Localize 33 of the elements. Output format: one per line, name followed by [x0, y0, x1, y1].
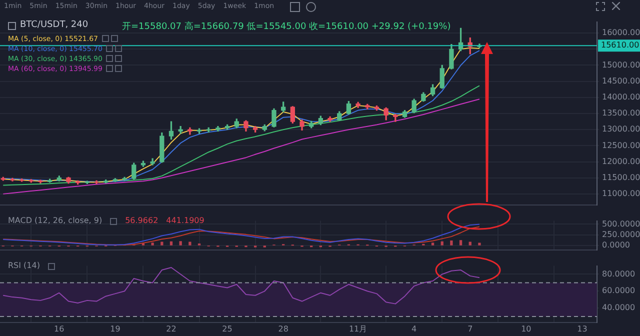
x-tick-label: 28 — [278, 324, 288, 334]
y-tick-label: 14000.00 — [602, 92, 640, 102]
y-tick-label: 11500.00 — [602, 172, 640, 182]
y-tick-label: 40.0000 — [602, 303, 636, 312]
annotation: 441.1909 — [166, 216, 204, 225]
x-tick-label: 16 — [54, 324, 64, 334]
y-tick-label: 11000.00 — [602, 189, 640, 198]
y-tick-label: 250.0000 — [602, 230, 640, 239]
chart-title: BTC/USDT, 240 — [20, 20, 88, 30]
annotation: 56.9662 — [125, 216, 158, 225]
y-tick-label: 12500.00 — [602, 140, 640, 150]
y-tick-label: 13000.00 — [602, 124, 640, 134]
y-tick-label: 80.0000 — [602, 269, 636, 278]
x-tick-label: 13 — [577, 324, 588, 334]
chart-subtitle: 开=15580.07 高=15660.79 低=15545.00 收=15610.00 +29.92 (+0.19%) — [122, 20, 451, 33]
y-tick-label: 13500.00 — [602, 108, 640, 118]
y-tick-label: 500.0000 — [602, 219, 640, 228]
x-tick-label: 7 — [468, 324, 473, 334]
y-tick-label: 60.0000 — [602, 286, 636, 296]
x-tick-label: 4 — [412, 324, 417, 334]
ref-line-label: 15610.00 — [601, 40, 640, 50]
x-tick-label: 25 — [222, 324, 232, 334]
y-tick-label: 15000.00 — [602, 60, 640, 70]
x-tick-label: 22 — [166, 324, 176, 334]
y-tick-label: 14500.00 — [602, 76, 640, 86]
x-tick-label: 19 — [110, 324, 120, 334]
chart-title: MACD (12, 26, close, 9) — [8, 216, 102, 225]
y-tick-label: 0.0000 — [602, 240, 630, 250]
chart-title: RSI (14) — [8, 261, 40, 270]
y-tick-label: 16000.00 — [602, 28, 640, 38]
x-tick-label: 11月 — [348, 324, 368, 334]
y-tick-label: 12000.00 — [602, 156, 640, 166]
x-tick-label: 10 — [521, 324, 532, 334]
